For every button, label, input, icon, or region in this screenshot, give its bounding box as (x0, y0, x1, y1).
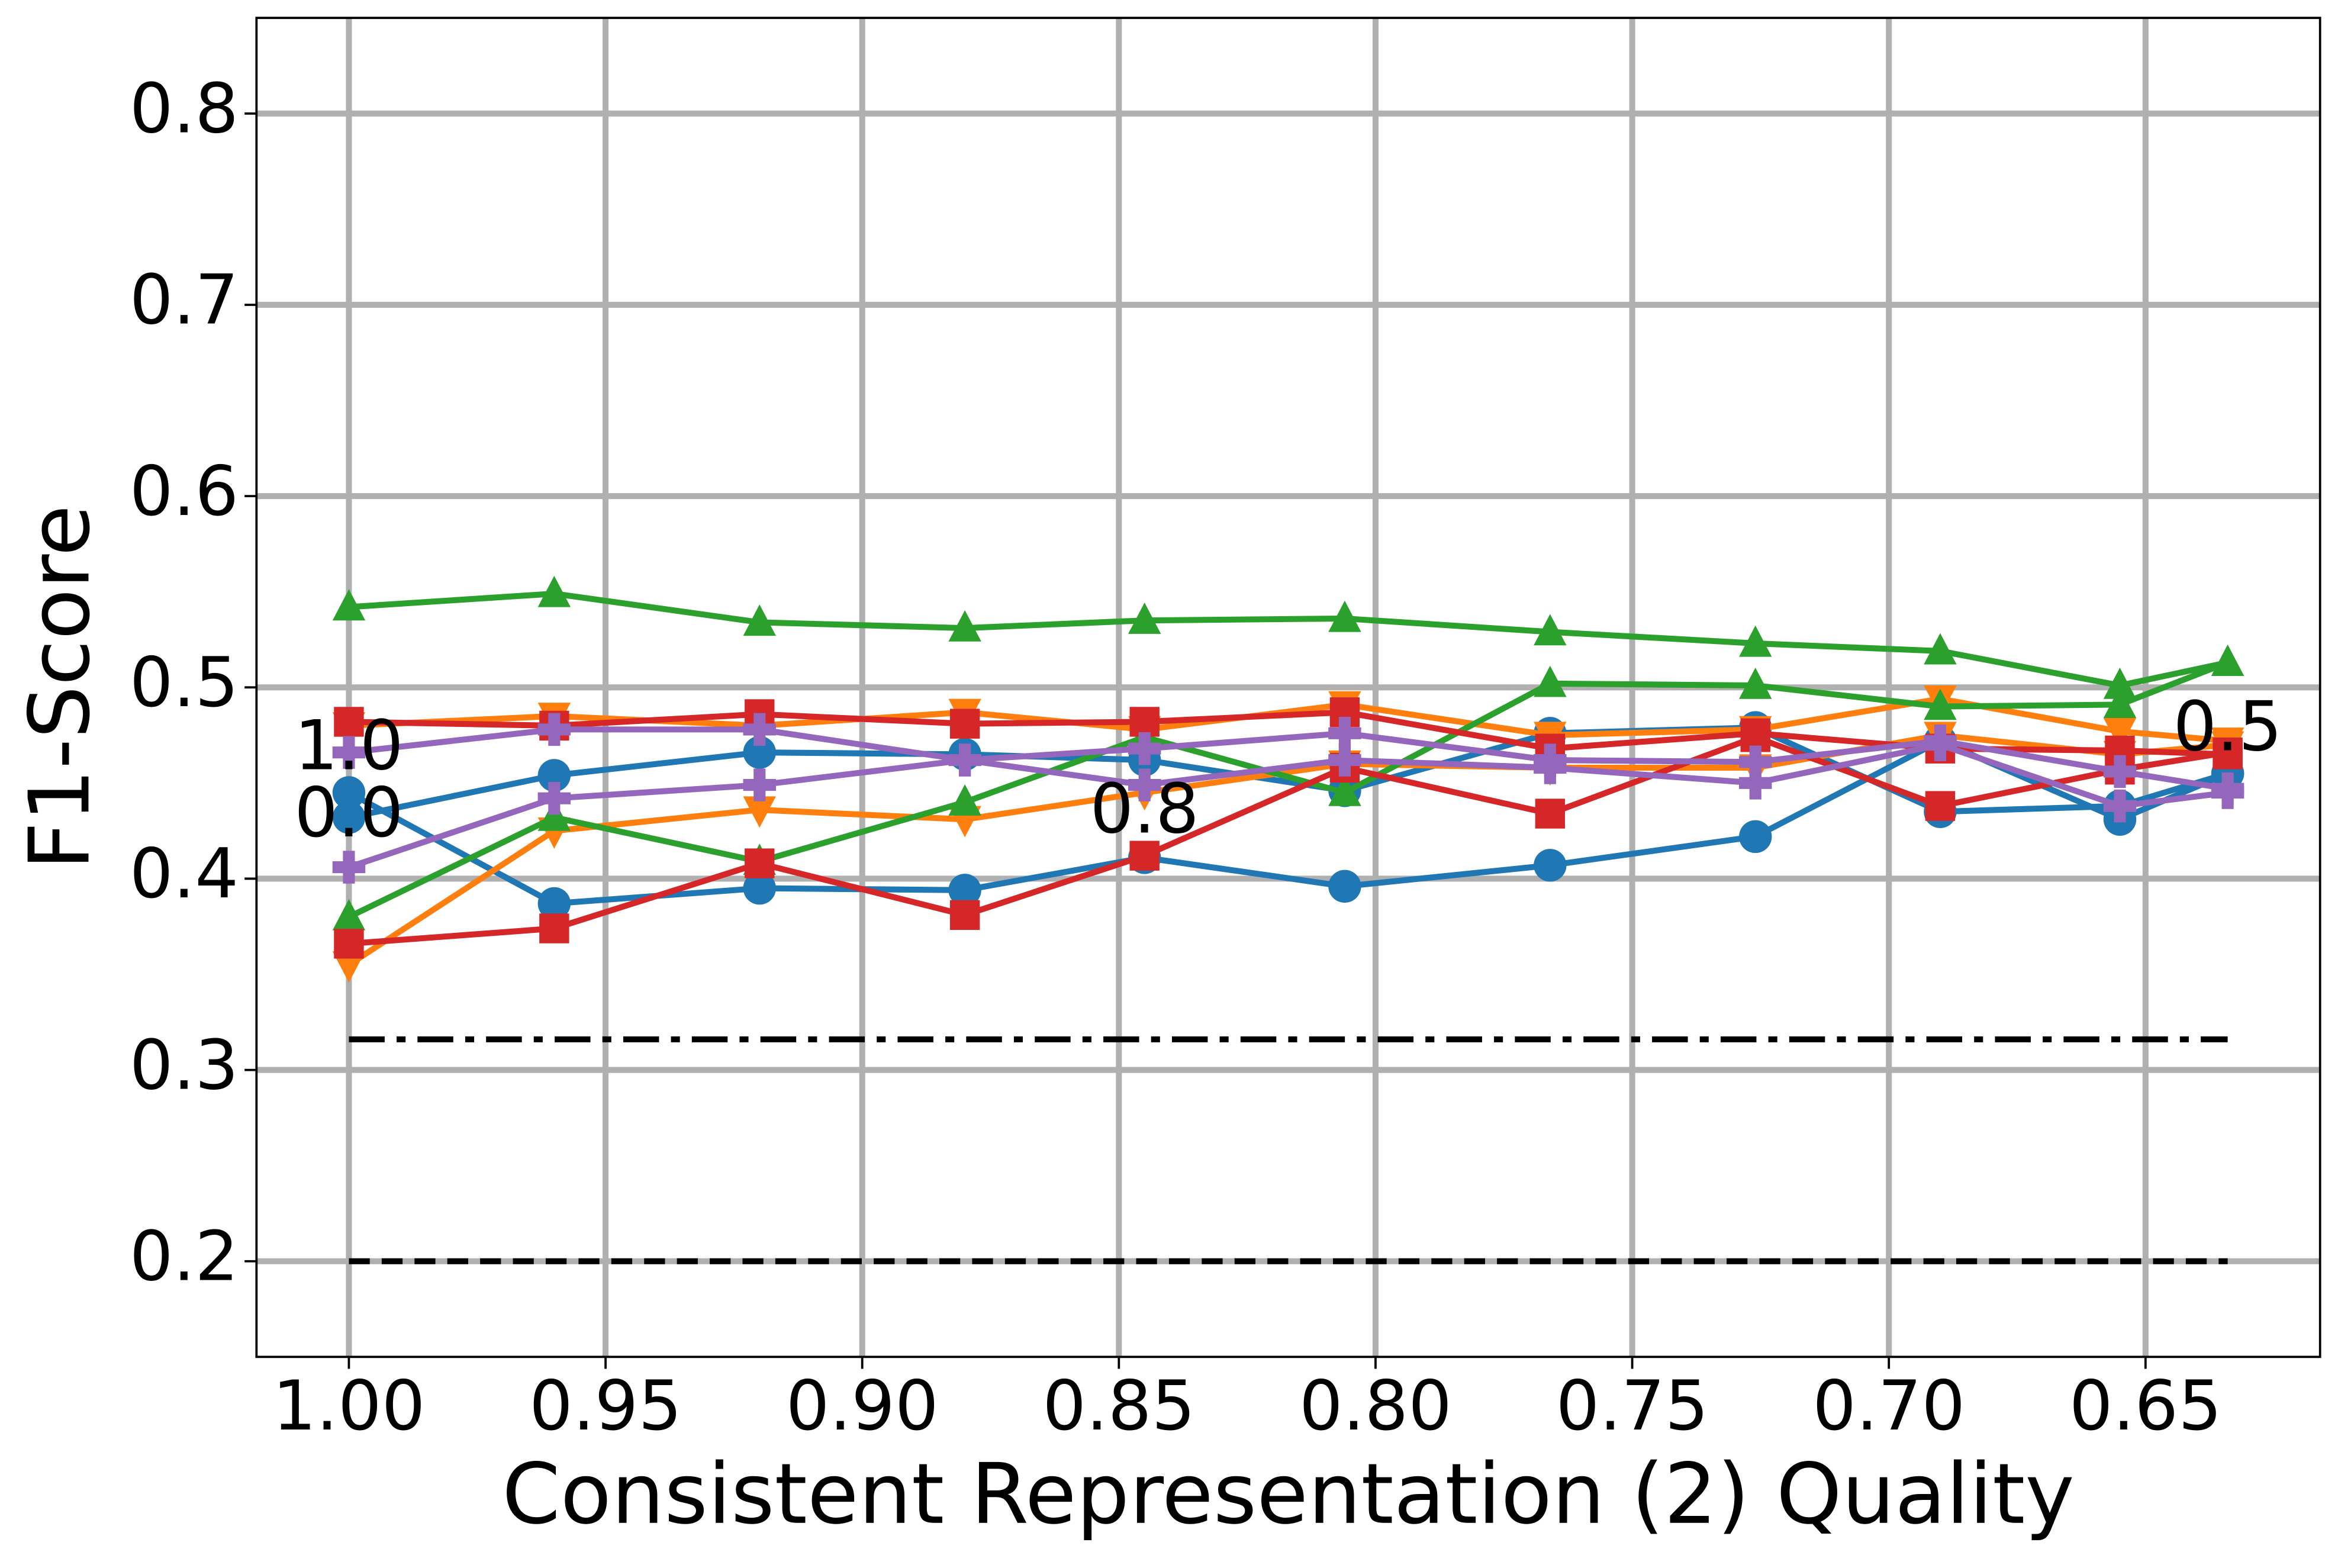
marker (948, 874, 981, 907)
marker (1534, 614, 1567, 646)
marker (743, 736, 776, 769)
y-tick-label: 0.8 (130, 69, 239, 149)
marker (537, 575, 571, 607)
marker (537, 887, 571, 920)
marker (1328, 743, 1361, 777)
marker (1924, 688, 1957, 720)
y-tick-label: 0.2 (130, 1216, 239, 1296)
marker (332, 801, 366, 834)
annotation: 0.5 (2173, 687, 2282, 767)
marker (948, 610, 981, 642)
marker (2103, 717, 2137, 749)
marker (1328, 600, 1361, 632)
marker (537, 713, 571, 746)
series-line (349, 590, 2228, 689)
marker (743, 713, 776, 746)
y-tick-label: 0.4 (130, 834, 239, 914)
marker (1128, 768, 1161, 801)
x-tick-label: 0.70 (1812, 1366, 1965, 1446)
x-tick-label: 0.75 (1556, 1366, 1709, 1446)
x-tick-label: 0.90 (786, 1366, 939, 1446)
marker (1924, 728, 1957, 761)
annotation: 0.0 (294, 773, 403, 853)
y-tick-label: 0.7 (130, 260, 239, 340)
marker (743, 768, 776, 801)
marker (2103, 687, 2137, 719)
marker (1328, 870, 1361, 903)
x-axis-label: Consistent Representation (2) Quality (502, 1446, 2075, 1543)
marker (948, 784, 981, 816)
marker (948, 743, 981, 777)
marker (537, 759, 571, 792)
marker (1129, 841, 1160, 871)
marker (539, 913, 569, 944)
marker (1925, 791, 1956, 821)
marker (2103, 755, 2137, 788)
marker (332, 589, 366, 621)
annotation: 0.8 (1090, 769, 1199, 849)
marker (332, 951, 366, 983)
annotation: 1.0 (294, 706, 403, 786)
marker (2211, 645, 2244, 676)
y-axis-label: F1-Score (11, 505, 108, 870)
marker (743, 604, 776, 636)
marker (332, 851, 366, 884)
marker (334, 707, 364, 737)
x-tick-label: 0.85 (1042, 1366, 1195, 1446)
marker (1739, 767, 1772, 800)
marker (1739, 820, 1772, 854)
marker (332, 776, 366, 809)
marker (1129, 707, 1160, 737)
marker (2213, 737, 2243, 768)
x-tick-label: 1.00 (272, 1366, 425, 1446)
marker (2103, 789, 2137, 823)
marker (1535, 799, 1566, 829)
marker (743, 796, 776, 828)
marker (334, 929, 364, 959)
plot-frame (255, 17, 2321, 1358)
marker (537, 799, 571, 831)
marker (1924, 633, 1957, 665)
marker (537, 782, 571, 815)
x-tick-label: 0.95 (529, 1366, 682, 1446)
marker (1328, 774, 1361, 806)
marker (949, 900, 980, 931)
marker (1534, 751, 1567, 784)
marker (1128, 602, 1161, 634)
y-tick-label: 0.5 (130, 643, 239, 723)
marker (332, 899, 366, 931)
marker (1534, 849, 1567, 882)
marker (745, 848, 775, 878)
marker (1534, 665, 1567, 697)
x-tick-label: 0.65 (2069, 1366, 2222, 1446)
marker (1128, 732, 1161, 765)
marker (1739, 625, 1772, 657)
y-tick-label: 0.6 (130, 452, 239, 532)
marker (743, 871, 776, 905)
marker (1739, 667, 1772, 699)
marker (949, 709, 980, 739)
marker (2103, 667, 2137, 699)
y-tick-label: 0.3 (130, 1025, 239, 1105)
marker (2211, 776, 2244, 809)
x-tick-label: 0.80 (1299, 1366, 1452, 1446)
marker (332, 736, 366, 769)
